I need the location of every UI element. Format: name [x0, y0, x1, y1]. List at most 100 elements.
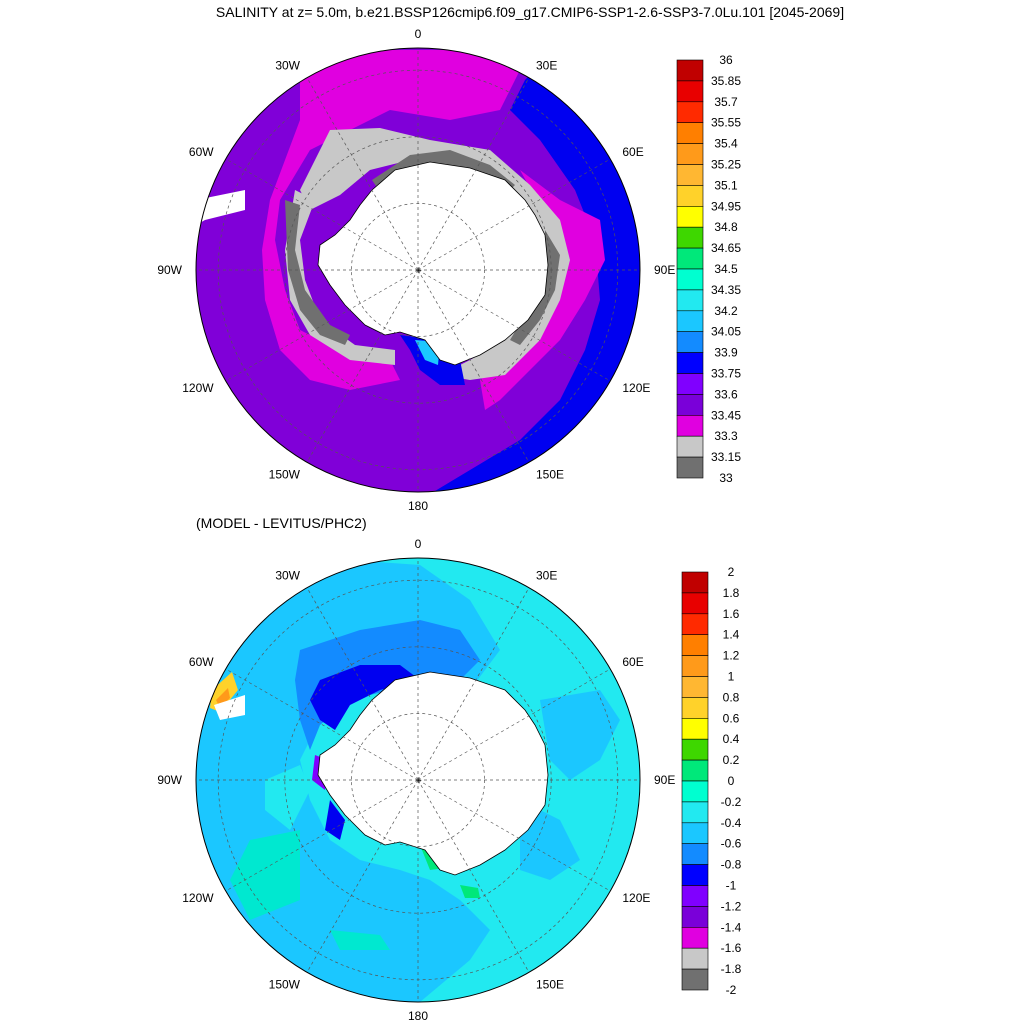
meridian-line [417, 779, 611, 892]
colorbar-swatch [676, 101, 704, 124]
colorbar-tick-label: -1.8 [721, 962, 742, 976]
colorbar-tick-label: 0.4 [723, 732, 740, 746]
colorbar-swatch [681, 592, 709, 615]
salinity-region-darkgrey-west [285, 200, 350, 345]
colorbar-swatch [676, 331, 704, 353]
longitude-label: 120W [182, 891, 214, 905]
colorbar-swatch [681, 571, 709, 594]
colorbar-tick-label: 33.3 [714, 429, 738, 443]
salinity-region-magenta-east [480, 170, 605, 410]
colorbar-swatch [676, 435, 704, 458]
meridian-line [306, 269, 419, 463]
pole-marker: + [416, 266, 422, 277]
colorbar-tick-label: 1.8 [723, 586, 740, 600]
salinity-map-outline [195, 47, 641, 493]
longitude-label: 60E [622, 655, 643, 669]
meridian-line [417, 779, 530, 973]
longitude-label: 180 [408, 499, 428, 513]
difference-map-graticule: + [196, 558, 640, 1002]
colorbar-swatch [681, 676, 709, 698]
difference-region-green-offshore [460, 885, 480, 898]
antarctica-continent [317, 161, 549, 366]
salinity-region-darkgrey-north [372, 150, 515, 195]
difference-region-teal-ross-sea [330, 930, 390, 950]
colorbar-swatch [681, 906, 709, 928]
antarctica-continent-lower [317, 671, 549, 876]
colorbar-tick-label: -0.2 [721, 795, 742, 809]
meridian-line [306, 779, 419, 973]
colorbar-swatch [681, 655, 709, 677]
meridian-line [225, 668, 419, 781]
longitude-label: 150E [536, 467, 564, 481]
colorbar-swatch [681, 759, 709, 782]
longitude-label: 150W [269, 467, 301, 481]
colorbar-tick-label: 34.95 [711, 199, 741, 213]
longitude-label: 150W [269, 977, 301, 991]
colorbar-swatch [676, 289, 704, 312]
colorbar-tick-label: 34.5 [714, 262, 738, 276]
colorbar-tick-label: 0 [728, 774, 735, 788]
longitude-label: 30E [536, 569, 557, 583]
colorbar-swatch [676, 143, 704, 165]
colorbar-tick-label: -1.4 [721, 920, 742, 934]
meridian-line [225, 158, 419, 271]
pole-marker: + [416, 776, 422, 787]
colorbar-swatch [681, 864, 709, 886]
colorbar-swatch [676, 373, 704, 395]
colorbar-swatch [676, 352, 704, 374]
colorbar-tick-label: 35.7 [714, 95, 738, 109]
colorbar-tick-label: 34.65 [711, 241, 741, 255]
colorbar-swatch [681, 968, 709, 991]
difference-longitude-labels: 0 30E 60E 90E 120E 150E 180 150W 120W 90W 60W 30W [157, 537, 675, 1023]
colorbar-tick-label: 35.4 [714, 137, 738, 151]
longitude-label: 150E [536, 977, 564, 991]
difference-region-teal-pacific [230, 830, 300, 920]
colorbar-swatch [681, 717, 709, 740]
meridian-line [417, 158, 611, 271]
colorbar-tick-label: 34.35 [711, 283, 741, 297]
meridian-line [306, 77, 419, 271]
colorbar-swatch [681, 947, 709, 970]
colorbar-swatch [676, 226, 704, 249]
salinity-colorbar: 36 35.85 35.7 35.55 35.4 35.25 35.1 34.95 34.8 34… [676, 53, 741, 485]
colorbar-tick-label: 0.8 [723, 690, 740, 704]
colorbar-swatch [681, 926, 709, 949]
colorbar-swatch [681, 822, 709, 844]
colorbar-swatch [681, 634, 709, 656]
difference-subtitle: (MODEL - LEVITUS/PHC2) [196, 515, 367, 531]
meridian-line [306, 587, 419, 781]
colorbar-swatch [681, 738, 709, 761]
colorbar-tick-label: -2 [726, 983, 737, 997]
meridian-line [417, 587, 530, 781]
colorbar-tick-label: -1.6 [721, 941, 742, 955]
colorbar-tick-label: 34.8 [714, 220, 738, 234]
colorbar-tick-label: 1.4 [723, 628, 740, 642]
colorbar-tick-label: 35.1 [714, 178, 738, 192]
colorbar-swatch [676, 268, 704, 291]
longitude-label: 0 [415, 27, 422, 41]
colorbar-swatch [676, 414, 704, 437]
colorbar-tick-label: 36 [719, 53, 733, 67]
colorbar-tick-label: 34.2 [714, 304, 738, 318]
meridian-line [417, 269, 530, 463]
colorbar-swatch [681, 780, 709, 803]
longitude-label: 120E [622, 381, 650, 395]
colorbar-swatch [676, 456, 704, 479]
longitude-label: 180 [408, 1009, 428, 1023]
longitude-label: 30W [275, 59, 300, 73]
colorbar-tick-label: 33 [719, 471, 733, 485]
colorbar-swatch [676, 394, 704, 416]
colorbar-swatch [676, 59, 704, 82]
colorbar-swatch [681, 697, 709, 719]
meridian-line [417, 269, 611, 382]
difference-colorbar: 2 1.8 1.6 1.4 1.2 1 0.8 0.6 0.4 0.2 0 -0.2 -0.4 -0.6 -… [681, 565, 742, 997]
colorbar-tick-label: -1.2 [721, 899, 742, 913]
colorbar-swatch [676, 122, 704, 144]
salinity-map-graticule: + [196, 48, 640, 492]
longitude-label: 0 [415, 537, 422, 551]
colorbar-tick-label: 35.85 [711, 74, 741, 88]
colorbar-tick-label: 1 [728, 670, 735, 684]
longitude-label: 90W [157, 773, 182, 787]
meridian-line [417, 77, 530, 271]
